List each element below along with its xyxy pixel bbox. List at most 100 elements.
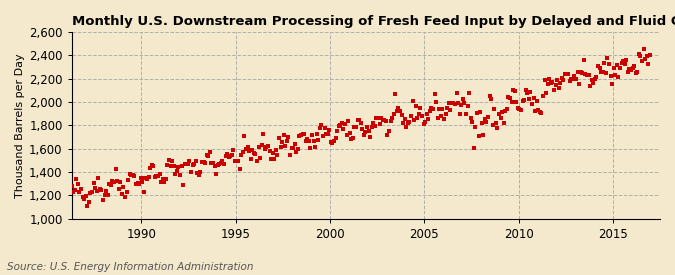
Point [591, 75, 601, 79]
Point [231, 159, 242, 163]
Point [495, 116, 506, 120]
Point [580, 72, 591, 76]
Point [630, 71, 641, 75]
Point [387, 116, 398, 120]
Point [381, 119, 392, 124]
Point [395, 109, 406, 113]
Point [228, 148, 239, 152]
Point [343, 119, 354, 123]
Point [113, 187, 124, 191]
Point [103, 193, 113, 197]
Point [465, 116, 476, 120]
Point [539, 78, 550, 82]
Point [313, 138, 323, 142]
Point [256, 142, 267, 147]
Point [645, 53, 655, 57]
Point [506, 100, 517, 104]
Point [130, 182, 141, 186]
Point [432, 116, 443, 120]
Point [273, 136, 284, 141]
Point [462, 103, 473, 108]
Point [121, 189, 132, 194]
Point [290, 142, 300, 146]
Point [175, 173, 186, 178]
Point [331, 128, 342, 133]
Point [435, 114, 446, 118]
Point [367, 125, 377, 129]
Point [116, 192, 127, 196]
Point [277, 140, 288, 145]
Point [528, 96, 539, 101]
Point [96, 188, 107, 192]
Point [230, 159, 240, 163]
Point [340, 122, 350, 126]
Point [168, 164, 179, 168]
Point [350, 125, 361, 129]
Point [618, 59, 628, 64]
Point [412, 116, 423, 120]
Point [600, 71, 611, 75]
Point [281, 138, 292, 143]
Point [633, 52, 644, 56]
Point [392, 108, 402, 113]
Point [280, 144, 291, 149]
Point [460, 112, 471, 117]
Point [479, 117, 490, 121]
Point [352, 117, 363, 122]
Point [303, 139, 314, 143]
Point [335, 123, 346, 127]
Point [379, 117, 389, 122]
Point [118, 185, 129, 189]
Point [217, 159, 227, 163]
Point [336, 120, 347, 125]
Point [317, 133, 328, 138]
Point [605, 73, 616, 78]
Point [311, 132, 322, 137]
Point [628, 64, 639, 68]
Point [431, 100, 441, 104]
Point [162, 163, 173, 167]
Point [316, 123, 327, 127]
Point [390, 92, 401, 97]
Point [643, 62, 653, 66]
Point [373, 116, 383, 120]
Point [105, 183, 116, 188]
Point [275, 145, 286, 150]
Point [63, 199, 74, 203]
Point [272, 152, 283, 157]
Point [530, 109, 541, 113]
Point [577, 71, 588, 75]
Point [588, 81, 599, 86]
Point [144, 166, 155, 170]
Point [358, 133, 369, 137]
Point [159, 180, 169, 184]
Point [574, 82, 585, 87]
Point [203, 154, 214, 159]
Point [614, 66, 625, 70]
Point [568, 77, 578, 81]
Point [305, 146, 316, 150]
Point [470, 125, 481, 129]
Point [111, 179, 122, 183]
Point [371, 116, 382, 120]
Point [467, 120, 478, 124]
Point [306, 133, 317, 137]
Point [344, 131, 355, 135]
Point [244, 148, 254, 153]
Point [171, 169, 182, 173]
Point [137, 180, 148, 184]
Point [509, 88, 520, 93]
Point [429, 91, 440, 96]
Point [226, 153, 237, 158]
Point [418, 122, 429, 126]
Point [520, 88, 531, 92]
Point [72, 182, 83, 186]
Point [537, 94, 548, 98]
Point [517, 99, 528, 103]
Point [624, 67, 634, 72]
Point [483, 115, 493, 120]
Point [288, 145, 298, 150]
Point [74, 190, 85, 194]
Point [454, 112, 465, 117]
Point [555, 80, 566, 85]
